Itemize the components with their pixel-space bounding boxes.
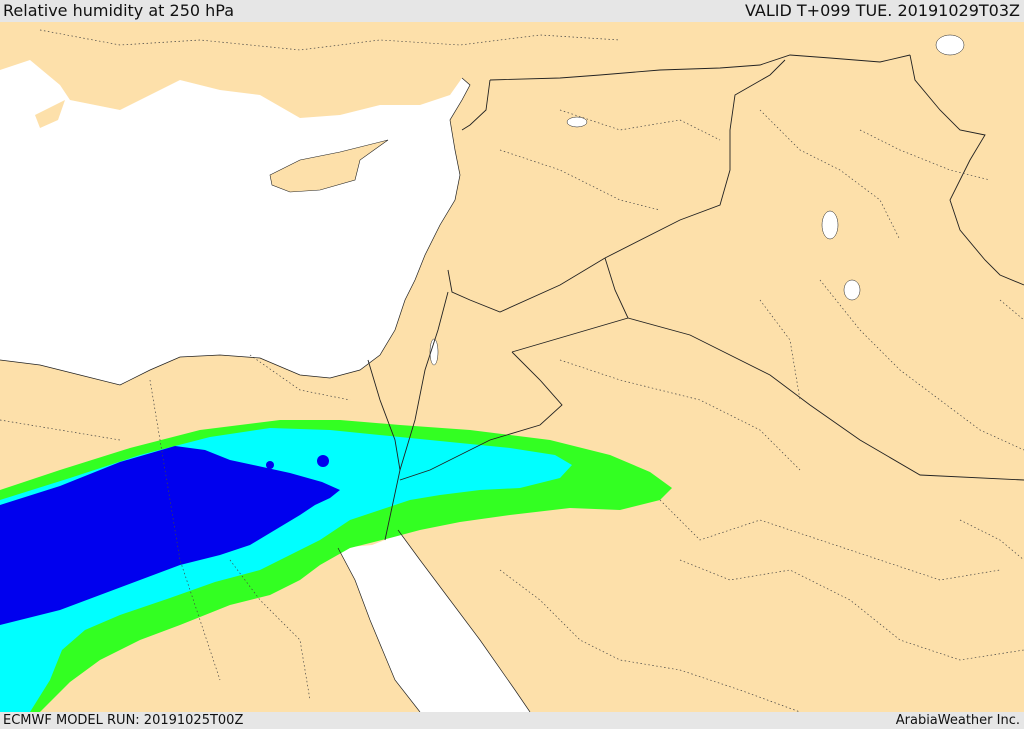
footer-bar: ECMWF MODEL RUN: 20191025T00Z ArabiaWeat… xyxy=(0,712,1024,729)
map-title: Relative humidity at 250 hPa xyxy=(3,1,235,20)
lake-tharthar xyxy=(821,210,839,240)
humidity-map xyxy=(0,22,1024,712)
model-run: ECMWF MODEL RUN: 20191025T00Z xyxy=(3,713,244,728)
mediterranean-sea xyxy=(0,60,470,385)
province-boundaries xyxy=(0,29,1024,712)
cyprus xyxy=(269,139,389,193)
humidity-high-blob xyxy=(317,455,329,467)
lake-van xyxy=(935,34,965,56)
header-bar: Relative humidity at 250 hPa VALID T+099… xyxy=(0,0,1024,22)
country-borders xyxy=(367,54,1024,541)
dead-sea xyxy=(429,338,439,366)
coastlines xyxy=(0,77,531,712)
red-sea xyxy=(338,530,530,712)
credit-label: ArabiaWeather Inc. xyxy=(895,713,1020,728)
humidity-high-blob xyxy=(266,461,274,469)
lake-razazza xyxy=(843,279,861,301)
humidity-high-band xyxy=(0,446,340,625)
valid-time: VALID T+099 TUE. 20191029T03Z xyxy=(744,1,1020,20)
humidity-mid-tongue xyxy=(0,628,60,700)
island xyxy=(35,100,65,128)
lake-assad xyxy=(566,116,588,128)
